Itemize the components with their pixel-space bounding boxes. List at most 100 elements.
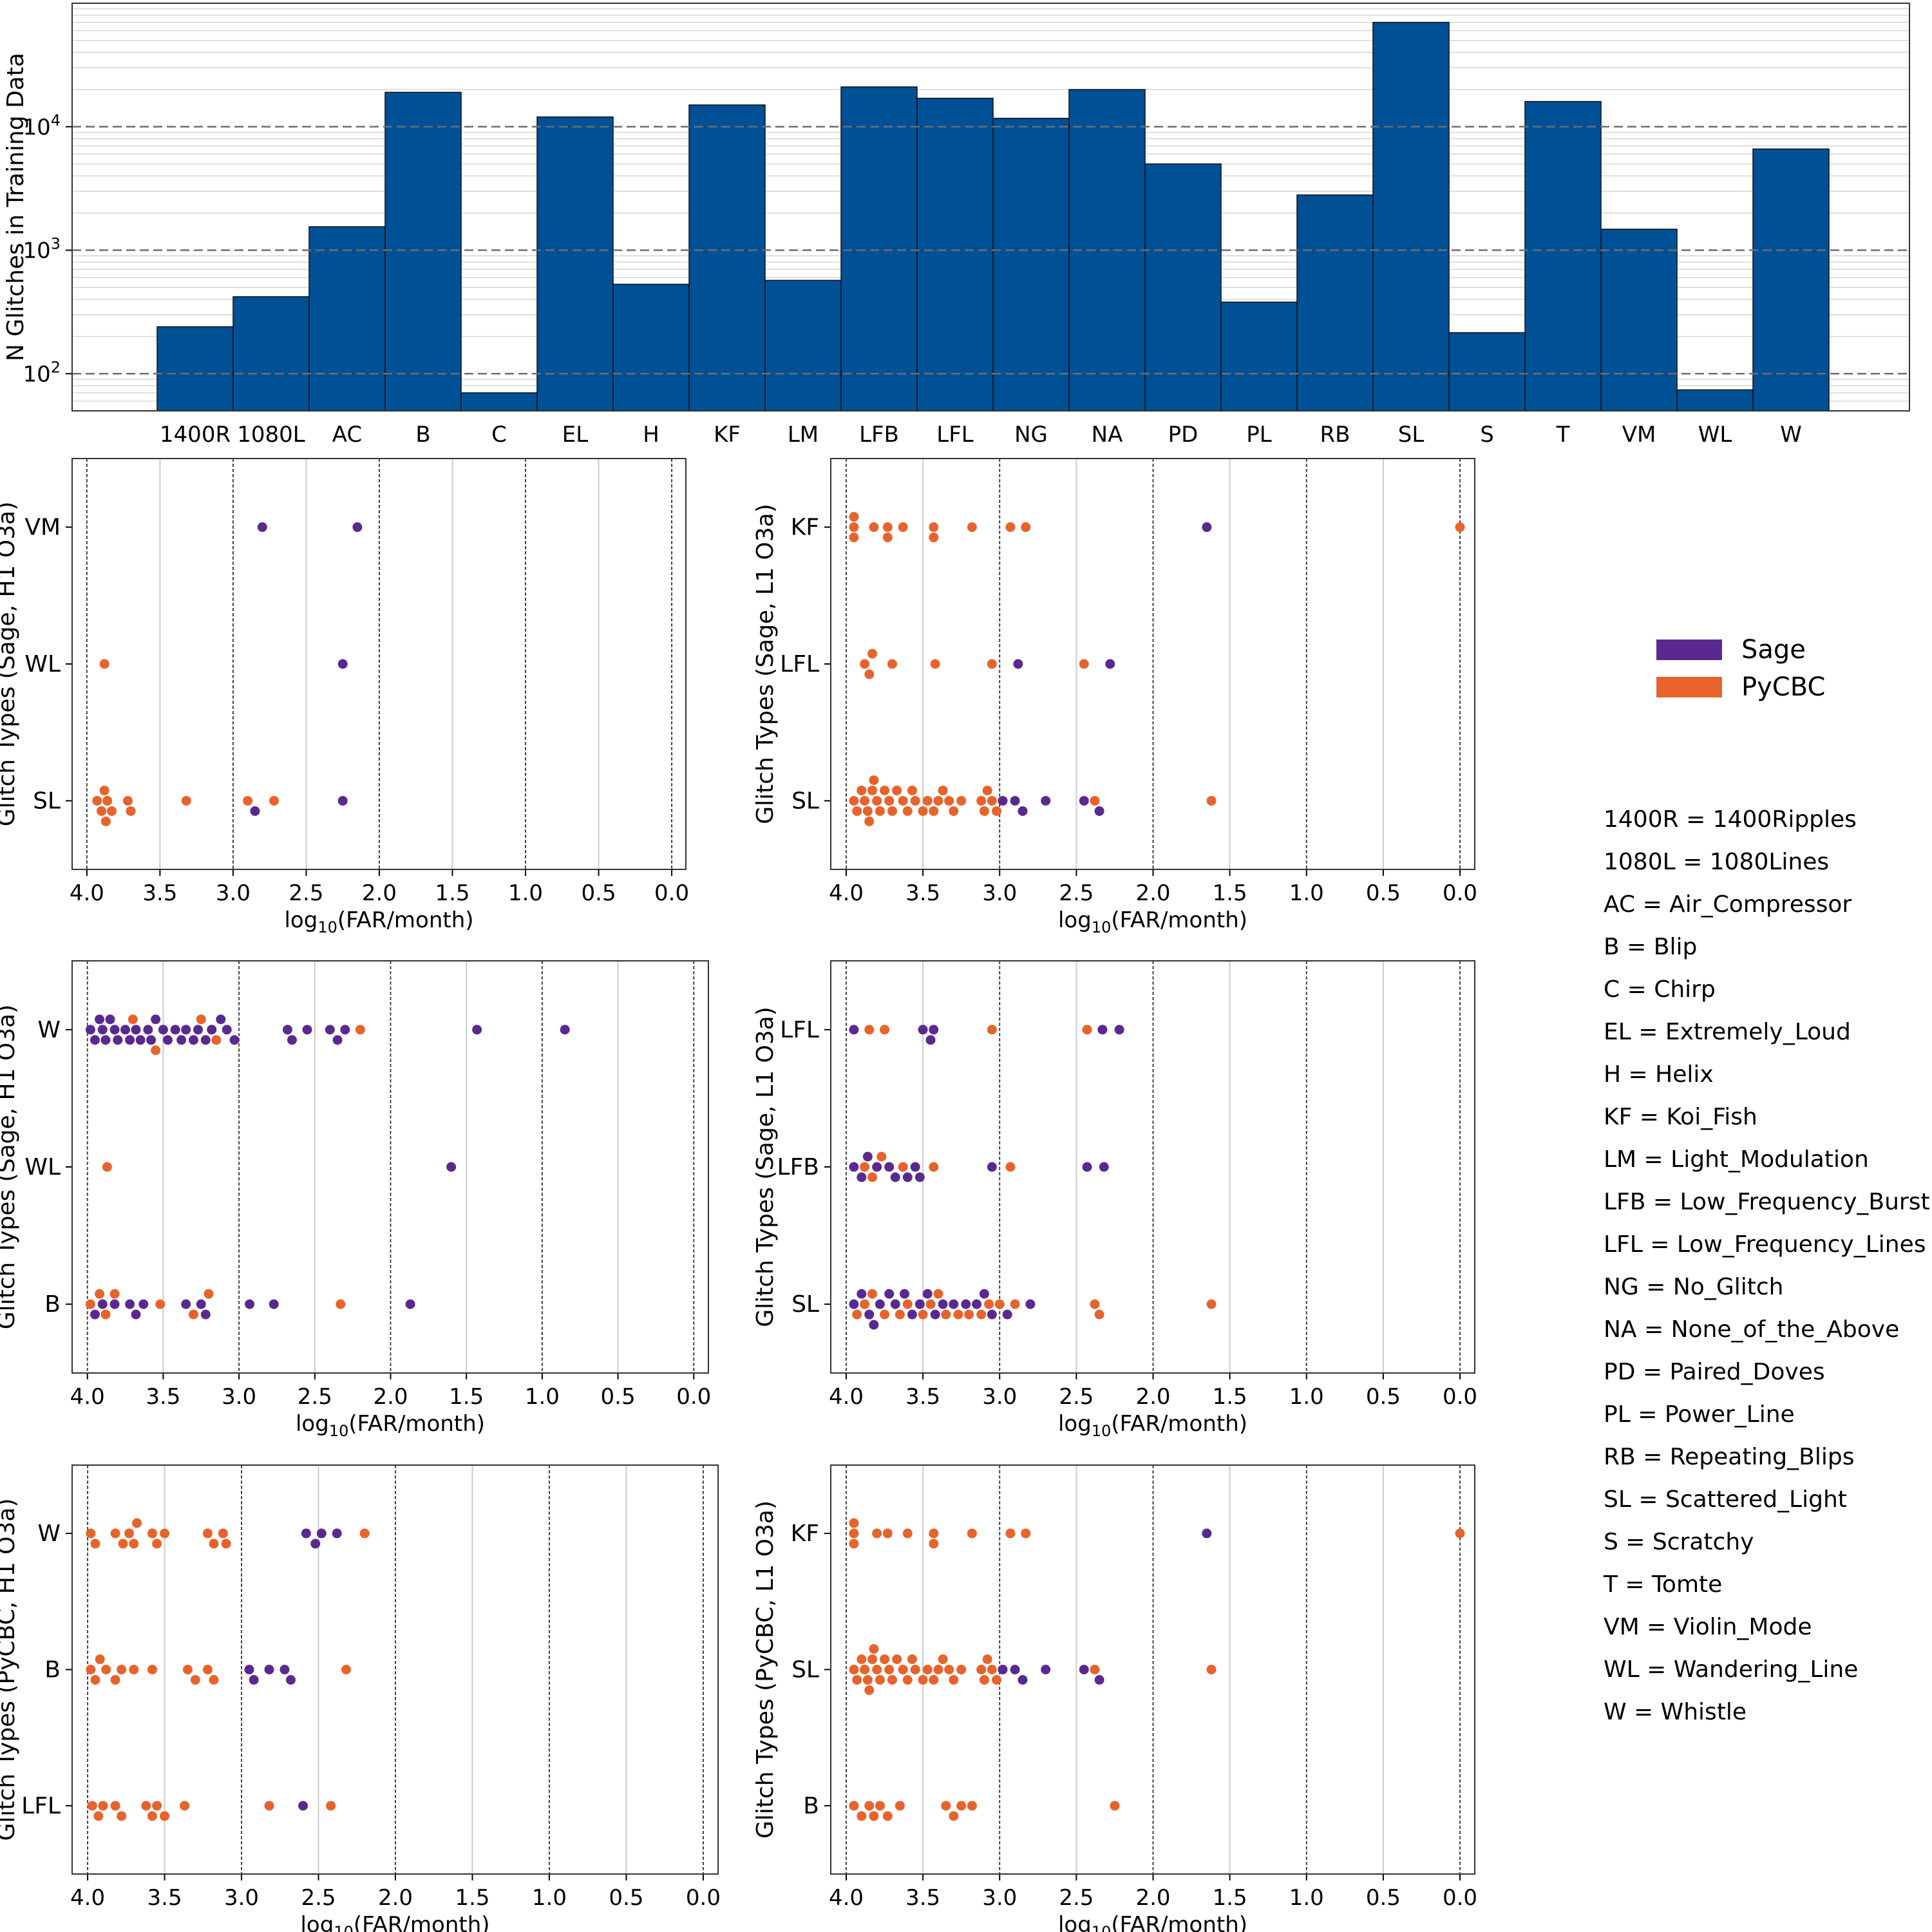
sage-point	[998, 795, 1008, 806]
pycbc-point	[155, 1299, 166, 1309]
x-tick-label: 3.0	[982, 880, 1017, 906]
sage-point	[269, 1299, 279, 1309]
pycbc-point	[910, 1665, 920, 1674]
sage-point	[907, 1309, 917, 1320]
sage-point	[884, 1162, 895, 1172]
x-label-log: log	[300, 1912, 334, 1932]
sage-point	[196, 1299, 206, 1309]
x-label-subscript: 10	[317, 918, 337, 936]
sage-point	[85, 1025, 95, 1035]
pycbc-point	[918, 806, 928, 816]
pycbc-point	[918, 1309, 928, 1320]
pycbc-point	[867, 1172, 878, 1182]
bar-chart: 1400R 1080L AC B C EL H KF LM LFB LFL NG NA PD PL RB SL S…	[3, 3, 1910, 448]
pycbc-point	[849, 1539, 859, 1549]
sage-point	[125, 1299, 135, 1309]
x-tick-label: 2.0	[362, 880, 397, 906]
y-tick-label-b: B	[44, 1657, 61, 1683]
pycbc-point	[884, 1665, 895, 1674]
pycbc-point	[100, 816, 111, 826]
x-tick-label-ac: AC	[332, 422, 362, 448]
pycbc-point	[86, 1665, 96, 1674]
pycbc-point	[87, 1801, 97, 1811]
sage-point	[405, 1299, 415, 1309]
y-tick-label: 103	[23, 235, 61, 264]
x-tick-label-lfb: LFB	[859, 422, 899, 448]
sage-point	[352, 522, 363, 533]
bar-el	[536, 116, 614, 412]
sage-point	[560, 1025, 570, 1035]
sage-point	[914, 1299, 925, 1309]
sage-point	[1202, 1528, 1212, 1539]
abbrev-t: T = Tomte	[1604, 1571, 1723, 1598]
sage-point	[1018, 806, 1028, 816]
pycbc-point	[964, 1309, 974, 1320]
pycbc-point	[864, 1685, 875, 1695]
pycbc-point	[898, 795, 908, 806]
x-axis-label: log10(FAR/month)	[1058, 907, 1247, 936]
pycbc-point	[930, 659, 940, 669]
abbrev-ac: AC = Air_Compressor	[1604, 891, 1852, 918]
pycbc-point	[126, 806, 136, 816]
x-label-rest: (FAR/month)	[348, 1411, 485, 1437]
x-tick-label: 1.5	[1213, 880, 1247, 906]
abbrev-el: EL = Extremely_Loud	[1604, 1019, 1851, 1045]
sage-point	[900, 1289, 910, 1299]
x-tick-label: 1.5	[1213, 1885, 1247, 1911]
x-tick-label-c: C	[491, 422, 507, 448]
x-axis-label: log10(FAR/month)	[1058, 1411, 1247, 1440]
y-tick-exponent: 4	[51, 111, 61, 129]
sage-point	[1094, 1675, 1104, 1685]
x-tick-label: 3.0	[982, 1384, 1017, 1410]
pycbc-point	[860, 659, 870, 669]
sage-point	[143, 1025, 153, 1035]
y-tick-base: 10	[23, 115, 50, 140]
x-label-log: log	[1058, 907, 1092, 933]
y-tick-exponent: 3	[51, 235, 61, 253]
x-tick-label: 4.0	[829, 1384, 864, 1410]
x-label-subscript: 10	[334, 1923, 354, 1932]
x-label-log: log	[296, 1411, 329, 1437]
bar-rb	[1296, 194, 1374, 412]
x-tick-label: 3.5	[146, 1384, 180, 1410]
pycbc-point	[92, 795, 102, 806]
pycbc-point	[110, 1675, 120, 1685]
y-tick-label-b: B	[44, 1291, 61, 1318]
y-tick-label-sl: SL	[791, 788, 819, 814]
scatter-panel-6: KF SL B 4.0 3.5 3.0 2.5 2.0 1.5 1.0 0.5 0.0 log10(FA…	[752, 1464, 1477, 1932]
pycbc-point	[209, 1539, 219, 1549]
pycbc-point	[860, 1162, 870, 1172]
pycbc-point	[857, 1811, 867, 1821]
pycbc-point	[910, 795, 920, 806]
pycbc-point	[124, 1528, 135, 1539]
bar-pd	[1144, 163, 1222, 412]
abbrev-ng: NG = No_Glitch	[1604, 1274, 1784, 1300]
x-tick-label: 2.5	[289, 880, 323, 906]
pycbc-point	[188, 1309, 198, 1320]
pycbc-point	[110, 1801, 120, 1811]
sage-point	[138, 1299, 149, 1309]
pycbc-point	[987, 1665, 997, 1674]
bar-ac	[308, 226, 386, 412]
pycbc-point	[918, 1675, 928, 1685]
x-tick-label: 4.0	[70, 1384, 105, 1410]
pycbc-point	[922, 795, 933, 806]
pycbc-point	[860, 1299, 870, 1309]
pycbc-point	[147, 1811, 157, 1821]
sage-point	[1105, 659, 1115, 669]
bar-vm	[1600, 229, 1678, 412]
y-tick-label-sl: SL	[791, 1657, 819, 1683]
pycbc-point	[180, 1801, 190, 1811]
pycbc-point	[967, 522, 977, 533]
y-axis-label: Glitch Types (Sage, H1 O3a)	[0, 1005, 20, 1330]
pycbc-point	[857, 1654, 867, 1664]
pycbc-point	[902, 1528, 913, 1539]
bar-pl	[1220, 301, 1298, 412]
x-tick-label: 0.5	[609, 1885, 643, 1911]
x-tick-label: 1.0	[525, 1384, 560, 1410]
pycbc-point	[864, 669, 875, 679]
sage-point	[125, 1035, 135, 1045]
pycbc-point	[1206, 795, 1217, 806]
abbrev-b: B = Blip	[1604, 934, 1698, 960]
pycbc-point	[264, 1801, 274, 1811]
